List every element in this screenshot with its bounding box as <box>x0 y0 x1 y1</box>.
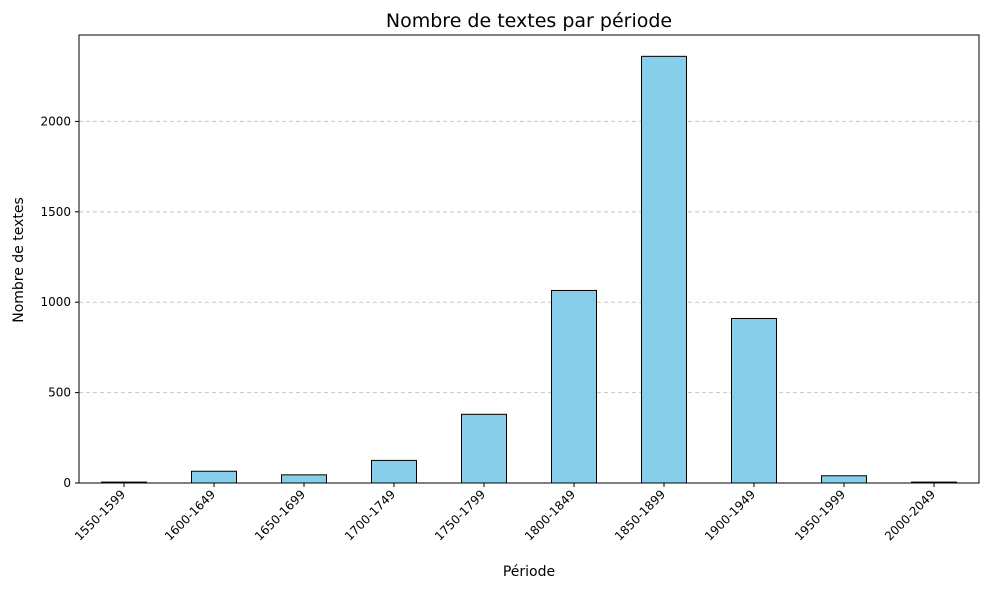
x-tick-label: 1950-1999 <box>792 487 848 543</box>
y-tick-label: 2000 <box>40 114 71 128</box>
x-tick-label: 1600-1649 <box>162 487 218 543</box>
bar-1600-1649 <box>191 470 237 484</box>
x-tick-label: 2000-2049 <box>882 487 938 543</box>
bar-1800-1849 <box>551 289 597 484</box>
y-tick-label: 1500 <box>40 205 71 219</box>
y-tick-label: 500 <box>48 386 71 400</box>
bar-1850-1899 <box>641 55 687 484</box>
y-axis-title: Nombre de textes <box>11 197 27 323</box>
x-tick-label: 1700-1749 <box>342 487 398 543</box>
bar-1950-1999 <box>821 475 867 484</box>
x-tick-label: 1800-1849 <box>522 487 578 543</box>
bar-1900-1949 <box>731 317 777 484</box>
x-tick-label: 1750-1799 <box>432 487 488 543</box>
bar-1650-1699 <box>281 474 327 484</box>
gridlines <box>79 120 979 394</box>
bars <box>101 55 957 484</box>
x-tick-label: 1900-1949 <box>702 487 758 543</box>
y-tick-label: 0 <box>63 476 71 490</box>
chart-title: Nombre de textes par période <box>386 10 672 32</box>
bar-1700-1749 <box>371 459 417 484</box>
x-tick-label: 1550-1599 <box>72 487 128 543</box>
y-axis-ticks: 0 500 1000 1500 2000 <box>40 114 79 490</box>
x-tick-label: 1650-1699 <box>252 487 308 543</box>
y-tick-label: 1000 <box>40 295 71 309</box>
x-tick-label: 1850-1899 <box>612 487 668 543</box>
plot-area-frame <box>78 34 980 484</box>
x-axis-ticks: 1550-1599 1600-1649 1650-1699 1700-1749 1750… <box>72 483 938 543</box>
x-axis-title: Période <box>503 564 555 580</box>
bar-1750-1799 <box>461 413 507 484</box>
